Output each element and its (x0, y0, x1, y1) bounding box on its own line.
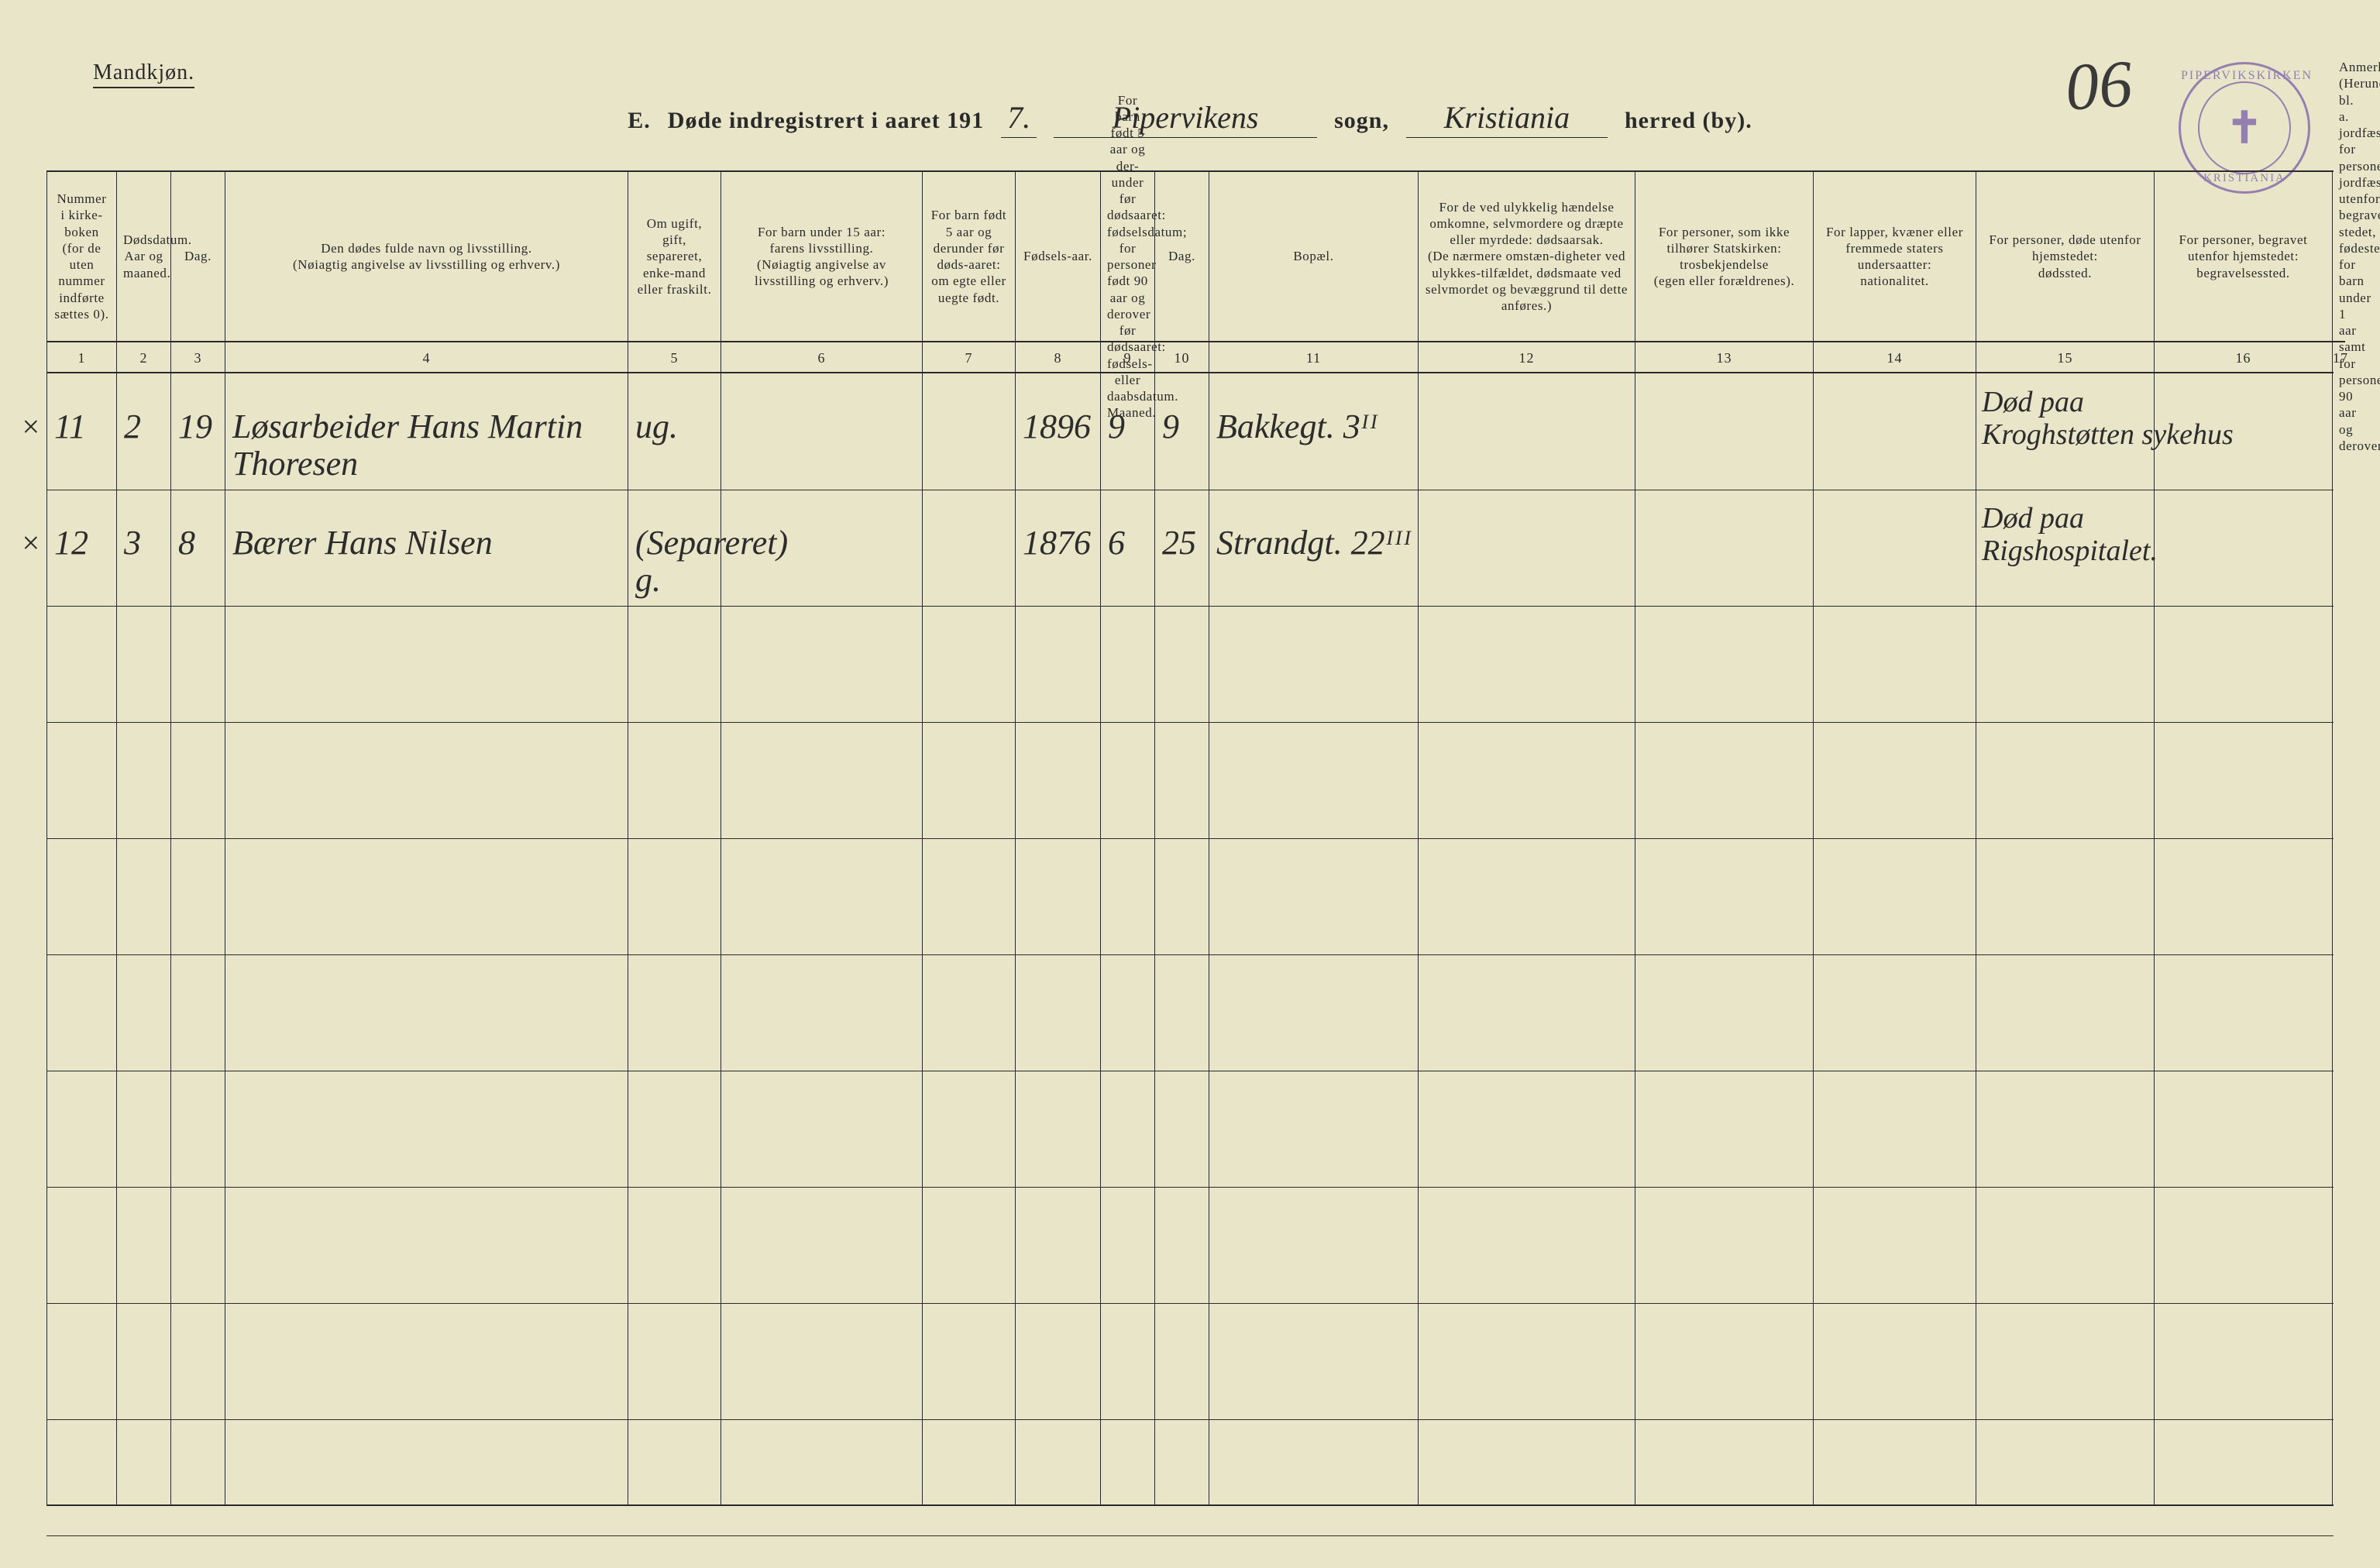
column-6: For barn under 15 aar:farens livsstillin… (721, 172, 922, 1504)
column-header: Dag. (1155, 172, 1209, 342)
column-number: 15 (1976, 342, 2154, 373)
column-number: 13 (1635, 342, 1813, 373)
column-number: 10 (1155, 342, 1209, 373)
page-title-line: E. Døde indregistrert i aaret 191 7. Pip… (46, 99, 2334, 138)
column-number: 3 (171, 342, 225, 373)
column-1: Nummer i kirke-boken (for de uten nummer… (46, 172, 116, 1504)
column-8: Fødsels-aar.8 (1015, 172, 1100, 1504)
gender-label: Mandkjøn. (93, 60, 194, 88)
column-number: 16 (2155, 342, 2332, 373)
column-number: 12 (1419, 342, 1635, 373)
column-header: For lapper, kvæner eller fremmede stater… (1814, 172, 1976, 342)
parish-label: sogn, (1334, 108, 1389, 134)
column-header: Nummer i kirke-boken (for de uten nummer… (47, 172, 116, 342)
column-header: Bopæl. (1209, 172, 1418, 342)
column-2: Dødsdatum.Aar og maaned.2 (116, 172, 170, 1504)
column-header: Om ugift, gift, separeret, enke-mand ell… (628, 172, 721, 342)
parish-handwritten: Pipervikens (1054, 99, 1317, 138)
column-14: For lapper, kvæner eller fremmede stater… (1813, 172, 1976, 1504)
column-15: For personer, døde utenfor hjemstedet:dø… (1976, 172, 2154, 1504)
column-11: Bopæl.11 (1209, 172, 1418, 1504)
column-3: Dag.3 (170, 172, 225, 1504)
row-rule (46, 1535, 2334, 1536)
column-13: For personer, som ikke tilhører Statskir… (1635, 172, 1813, 1504)
column-4: Den dødes fulde navn og livsstilling.(Nø… (225, 172, 628, 1504)
column-5: Om ugift, gift, separeret, enke-mand ell… (628, 172, 721, 1504)
column-number: 2 (117, 342, 170, 373)
column-number: 4 (225, 342, 628, 373)
column-header: Dødsdatum.Aar og maaned. (117, 172, 170, 342)
column-12: For de ved ulykkelig hændelse omkomne, s… (1418, 172, 1635, 1504)
title-prefix: E. (628, 108, 651, 134)
column-number: 7 (923, 342, 1015, 373)
column-number: 6 (721, 342, 922, 373)
column-number: 5 (628, 342, 721, 373)
ledger-page: Mandkjøn. 06 PIPERVIKSKIRKEN ✝ KRISTIANI… (46, 39, 2334, 1537)
district-handwritten: Kristiania (1406, 99, 1608, 138)
column-header: For barn født 5 aar og derunder før døds… (923, 172, 1015, 342)
column-7: For barn født 5 aar og derunder før døds… (922, 172, 1015, 1504)
column-header: For personer, begravet utenfor hjemstede… (2155, 172, 2332, 342)
column-17: Anmerkninger.(Herunder bl. a. jordfæstel… (2332, 172, 2334, 1504)
column-header: For personer, døde utenfor hjemstedet:dø… (1976, 172, 2154, 342)
column-header: Den dødes fulde navn og livsstilling.(Nø… (225, 172, 628, 342)
column-header: For de ved ulykkelig hændelse omkomne, s… (1419, 172, 1635, 342)
column-number: 17 (2333, 342, 2334, 373)
title-main: Døde indregistrert i aaret 191 (668, 108, 984, 134)
column-number: 8 (1016, 342, 1100, 373)
marginal-mark: × (20, 524, 41, 561)
column-16: For personer, begravet utenfor hjemstede… (2154, 172, 2332, 1504)
marginal-mark: × (20, 408, 41, 445)
column-header: For barn under 15 aar:farens livsstillin… (721, 172, 922, 342)
column-header: Anmerkninger.(Herunder bl. a. jordfæstel… (2333, 172, 2345, 342)
column-header: Dag. (171, 172, 225, 342)
column-number: 1 (47, 342, 116, 373)
column-number: 14 (1814, 342, 1976, 373)
column-header: Fødsels-aar. (1016, 172, 1100, 342)
year-suffix-handwritten: 7. (1001, 99, 1037, 138)
column-9: For barn født 5 aar og der-under før død… (1100, 172, 1154, 1504)
column-number: 11 (1209, 342, 1418, 373)
column-header: For barn født 5 aar og der-under før død… (1101, 172, 1154, 342)
column-header: For personer, som ikke tilhører Statskir… (1635, 172, 1813, 342)
district-label: herred (by). (1625, 108, 1752, 134)
register-table: 11219Løsarbeider Hans Martin Thoresenug.… (46, 170, 2334, 1506)
column-10: Dag.10 (1154, 172, 1209, 1504)
